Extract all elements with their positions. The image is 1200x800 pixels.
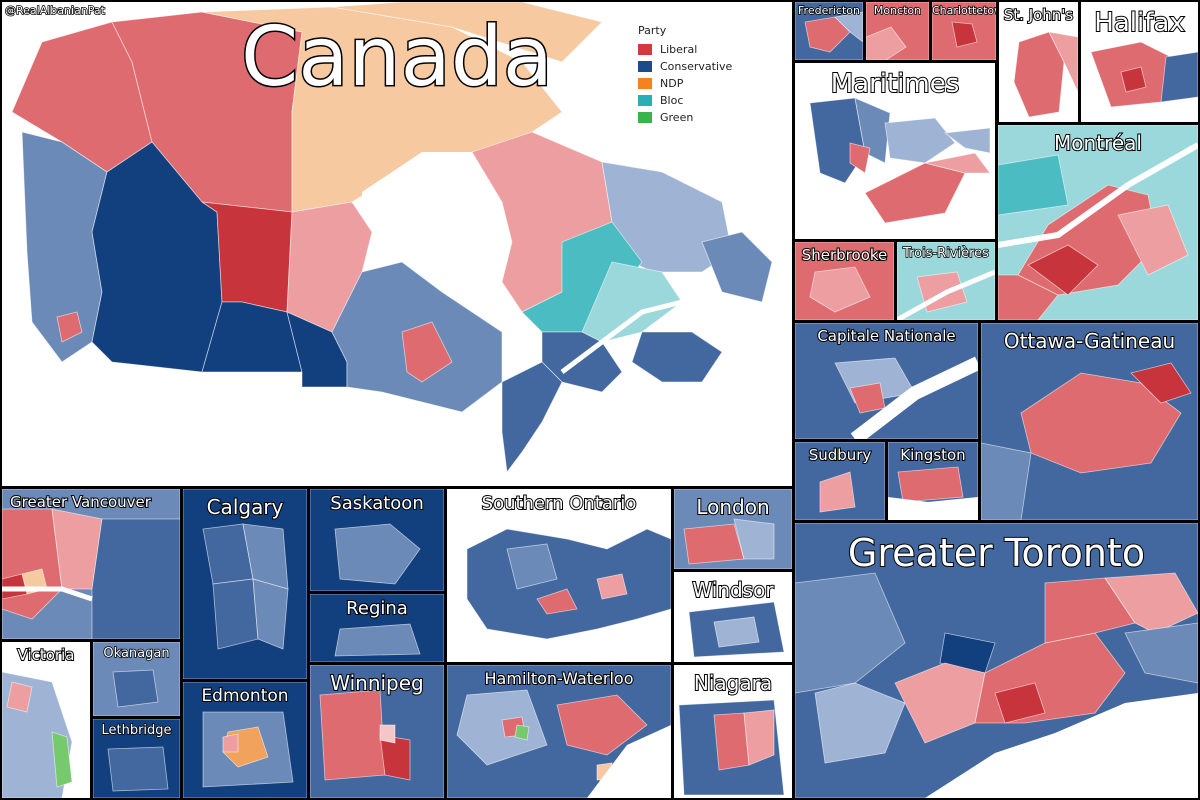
panel-charlottetown: Charlottetown — [932, 2, 996, 60]
ottawa-gatineau-title: Ottawa-Gatineau — [1003, 328, 1176, 354]
st-lawrence-river — [560, 299, 683, 374]
calgary-title: Calgary — [206, 494, 285, 520]
panel-moncton: Moncton — [866, 2, 929, 60]
legend-label: Green — [660, 111, 694, 124]
legend-swatch — [638, 112, 652, 123]
capitale-nationale-title: Capitale Nationale — [816, 326, 956, 346]
fredericton-title: Fredericton — [797, 3, 860, 18]
region-vancouver — [56, 311, 83, 343]
panel-winnipeg: Winnipeg — [310, 665, 444, 798]
panel-trois-rivieres: Trois-Rivières — [897, 242, 995, 320]
region-maritimes — [631, 331, 723, 383]
panel-hamilton-waterloo: Hamilton-Waterloo — [447, 665, 671, 798]
legend-swatch — [638, 78, 652, 89]
panel-calgary: Calgary — [183, 489, 307, 679]
panel-greater-vancouver: Greater Vancouver — [2, 489, 180, 639]
legend-swatch — [638, 95, 652, 106]
panel-maritimes: Maritimes — [795, 63, 995, 239]
panel-southern-ontario: Southern Ontario — [447, 489, 671, 662]
legend-item-bloc: Bloc — [638, 92, 732, 109]
legend: Party Liberal Conservative NDP Bloc Gree… — [638, 24, 732, 126]
panel-lethbridge: Lethbridge — [93, 719, 180, 798]
credit-text: @RealAlbanianPat — [4, 3, 105, 18]
kingston-title: Kingston — [899, 445, 966, 465]
canada-map — [11, 2, 773, 474]
panel-halifax: Halifax — [1081, 2, 1198, 122]
legend-item-ndp: NDP — [638, 75, 732, 92]
panel-sudbury: Sudbury — [795, 442, 885, 520]
region-southern-ontario — [501, 361, 563, 474]
trois-rivieres-title: Trois-Rivières — [902, 245, 989, 262]
sudbury-title: Sudbury — [808, 445, 873, 465]
hamilton-waterloo-title: Hamilton-Waterloo — [484, 668, 635, 689]
panel-fredericton: Fredericton — [795, 2, 863, 60]
panel-kingston: Kingston — [888, 442, 978, 520]
region-newfoundland — [701, 231, 773, 303]
winnipeg-title: Winnipeg — [329, 670, 425, 696]
okanagan-title: Okanagan — [103, 645, 171, 662]
panel-windsor: Windsor — [674, 572, 792, 662]
panel-ottawa-gatineau: Ottawa-Gatineau — [981, 323, 1198, 520]
niagara-title: Niagara — [693, 670, 773, 696]
regina-title: Regina — [345, 597, 409, 620]
legend-label: Bloc — [660, 94, 684, 107]
charlottetown-title: Charlottetown — [932, 3, 996, 18]
london-title: London — [695, 494, 770, 520]
legend-swatch — [638, 61, 652, 72]
sherbrooke-title: Sherbrooke — [801, 245, 889, 265]
legend-title: Party — [638, 24, 667, 37]
southern-ontario-title: Southern Ontario — [481, 492, 638, 515]
windsor-title: Windsor — [691, 577, 774, 603]
legend-swatch — [638, 44, 652, 55]
legend-label: NDP — [660, 77, 684, 90]
maritimes-title: Maritimes — [830, 68, 961, 100]
st-johns-title: St. John's — [1003, 5, 1075, 25]
legend-item-conservative: Conservative — [638, 58, 732, 75]
panel-sherbrooke: Sherbrooke — [795, 242, 894, 320]
panel-canada: Canada @RealAlbanianPat Party Liberal Co… — [2, 2, 792, 486]
canada-title: Canada — [239, 9, 554, 107]
legend-label: Conservative — [660, 60, 733, 73]
victoria-title: Victoria — [17, 645, 76, 665]
region-ontario-kenora — [401, 321, 453, 383]
panel-okanagan: Okanagan — [93, 642, 180, 716]
panel-niagara: Niagara — [674, 665, 792, 798]
legend-item-liberal: Liberal — [638, 41, 732, 58]
saskatoon-title: Saskatoon — [329, 492, 424, 515]
panel-regina: Regina — [310, 594, 444, 662]
greater-toronto-title: Greater Toronto — [847, 530, 1146, 576]
lethbridge-title: Lethbridge — [101, 722, 173, 739]
panel-st-johns: St. John's — [999, 2, 1078, 122]
panel-london: London — [674, 489, 792, 569]
montreal-title: Montréal — [1053, 130, 1143, 156]
panel-capitale-nationale: Capitale Nationale — [795, 323, 978, 439]
legend-label: Liberal — [660, 43, 698, 56]
edmonton-title: Edmonton — [200, 685, 289, 707]
panel-victoria: Victoria — [2, 642, 90, 798]
moncton-title: Moncton — [873, 3, 922, 18]
greater-vancouver-title: Greater Vancouver — [9, 492, 152, 512]
halifax-title: Halifax — [1093, 7, 1185, 39]
panel-greater-toronto: Greater Toronto — [795, 523, 1198, 798]
panel-edmonton: Edmonton — [183, 682, 307, 798]
region-arctic-islands — [331, 2, 603, 63]
panel-saskatoon: Saskatoon — [310, 489, 444, 591]
legend-item-green: Green — [638, 109, 732, 126]
panel-montreal: Montréal — [998, 125, 1198, 320]
